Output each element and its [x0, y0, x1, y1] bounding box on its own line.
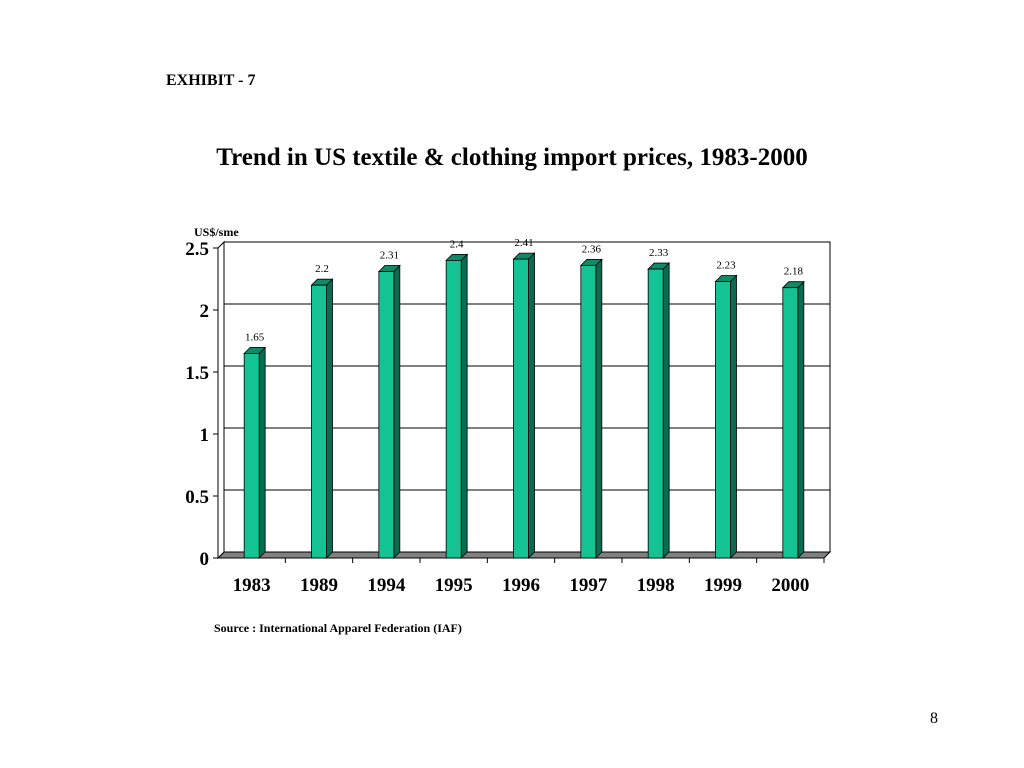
x-tick-label: 1994: [367, 575, 406, 596]
x-tick-label: 1997: [569, 575, 608, 596]
data-label: 2.2: [315, 263, 329, 275]
bar-front: [580, 264, 597, 559]
data-label: 2.4: [450, 238, 464, 250]
x-tick-label: 1996: [502, 575, 540, 596]
bar-1994: [377, 264, 401, 559]
data-label: 2.18: [784, 266, 804, 278]
x-tick-label: 1995: [435, 575, 473, 596]
data-label: 2.23: [716, 259, 736, 271]
bar-side: [662, 262, 670, 559]
bar-front: [513, 258, 529, 559]
bar-side: [730, 274, 737, 559]
bar-1995: [445, 253, 469, 559]
x-tick-label: 1998: [637, 575, 675, 596]
bar-1983: [243, 346, 267, 559]
data-label: 1.65: [245, 331, 265, 343]
bar-side: [595, 258, 603, 559]
y-tick-label: 2.5: [185, 239, 209, 260]
bars: [243, 252, 805, 559]
side-wall: [217, 240, 225, 560]
labels: 1.65 1983 2.2 1989 2.31 1994 2.4 1995 2.41 1996 2.…: [233, 237, 810, 596]
source-note: Source : International Apparel Federatio…: [214, 621, 462, 635]
bar-front: [378, 271, 395, 559]
bar-side: [258, 346, 266, 559]
exhibit-label: EXHIBIT - 7: [166, 72, 256, 89]
data-label: 2.33: [649, 247, 669, 259]
bar-front: [782, 287, 799, 559]
y-tick-label: 0: [200, 549, 210, 570]
data-label: 2.41: [514, 237, 533, 249]
y-tick-label: 1.5: [185, 363, 209, 384]
bar-front: [445, 259, 462, 559]
bar-1989: [310, 278, 334, 559]
bar-front: [647, 268, 664, 559]
y-tick-label: 2: [200, 301, 210, 322]
y-tick-label: 1: [200, 425, 210, 446]
bar-side: [797, 280, 805, 559]
bar-front: [243, 352, 260, 559]
bar-front: [715, 281, 731, 559]
bar-2000: [781, 280, 805, 559]
bar-1998: [647, 262, 671, 559]
x-tick-label: 2000: [771, 575, 809, 596]
bar-1996: [512, 252, 536, 559]
bar-1997: [579, 258, 603, 559]
x-tick-label: 1983: [233, 575, 271, 596]
bar-front: [311, 284, 327, 559]
y-axis-label: US$/sme: [194, 225, 239, 239]
bar-side: [326, 278, 333, 559]
x-tick-label: 1989: [300, 575, 338, 596]
chart-title: Trend in US textile & clothing import pr…: [216, 144, 808, 171]
x-tick-label: 1999: [704, 575, 742, 596]
data-label: 2.36: [582, 243, 602, 255]
bar-1999: [714, 274, 738, 559]
bar-side: [393, 264, 401, 559]
y-tick-label: 0.5: [185, 487, 209, 508]
page-number: 8: [930, 710, 938, 727]
data-label: 2.31: [380, 250, 399, 262]
bar-side: [528, 252, 535, 559]
bar-side: [460, 253, 468, 559]
